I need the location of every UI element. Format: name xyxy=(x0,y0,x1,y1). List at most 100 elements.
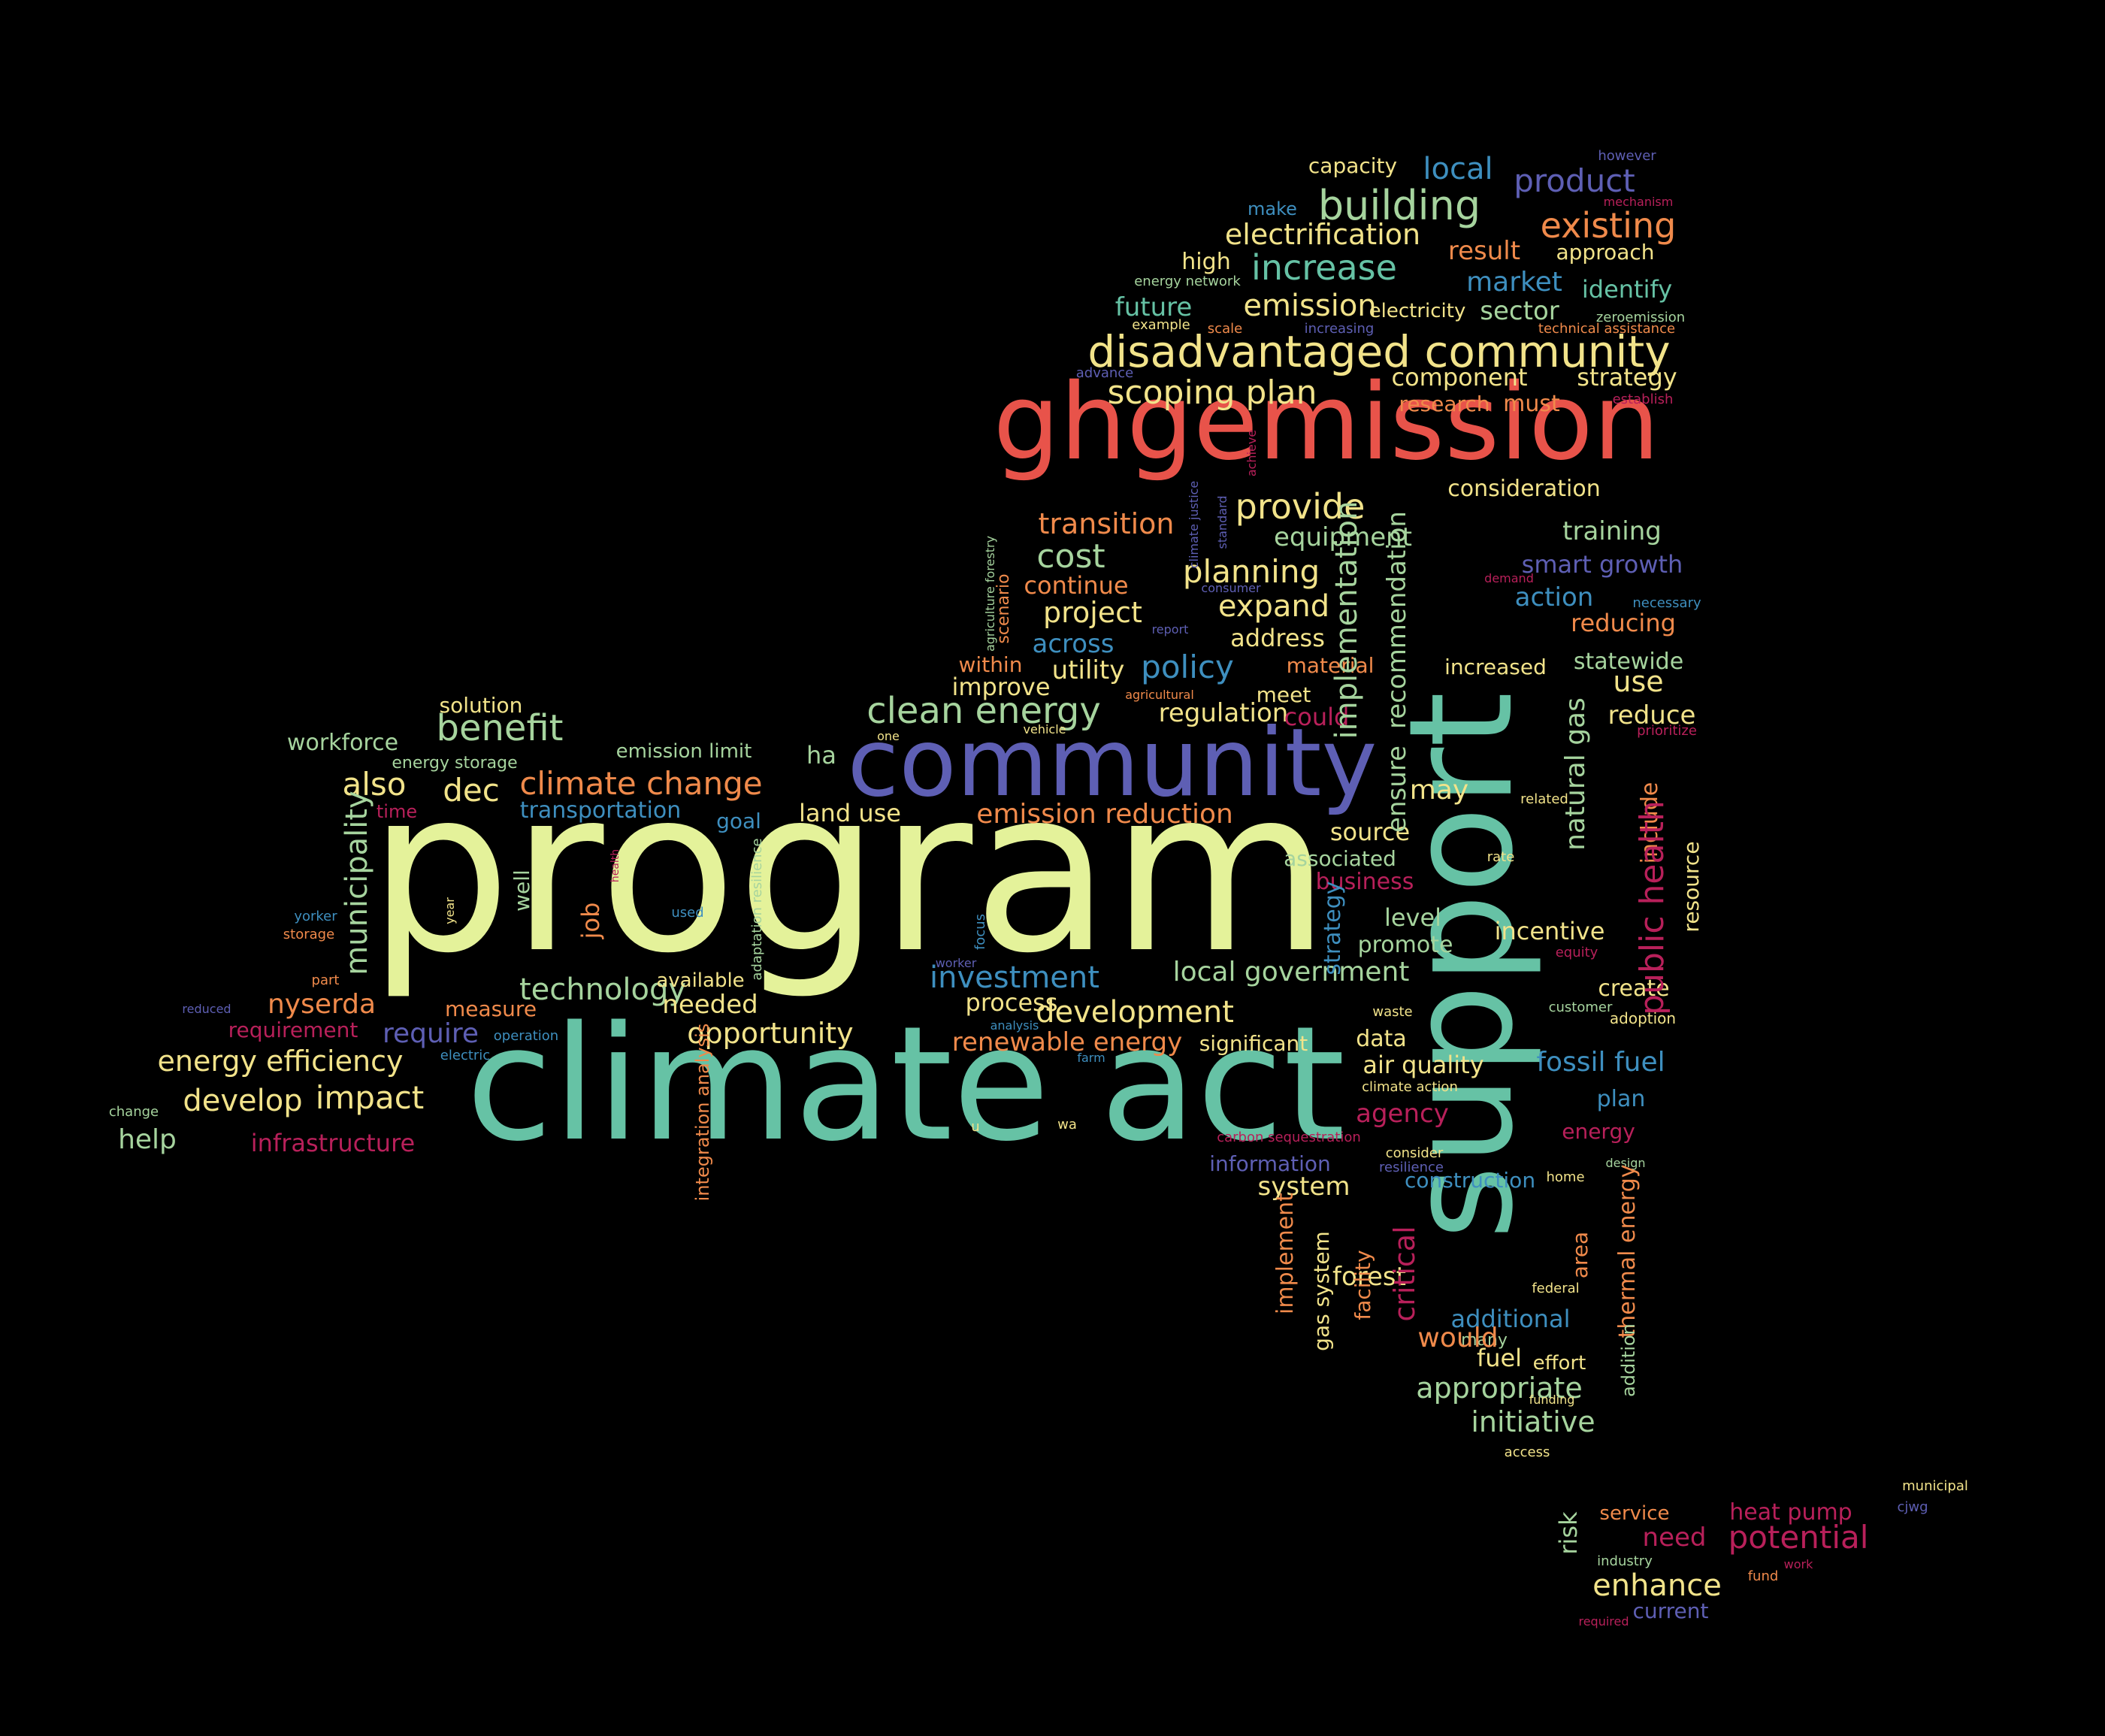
word-would: would xyxy=(1417,1323,1498,1353)
word-may: may xyxy=(1410,775,1468,806)
word-source: source xyxy=(1330,818,1410,846)
word-develop: develop xyxy=(183,1084,302,1118)
word-addition: addition xyxy=(1618,1323,1639,1397)
word-continue: continue xyxy=(1024,571,1128,600)
word-additional: additional xyxy=(1451,1305,1571,1333)
word-implementation: implementation xyxy=(1329,501,1364,739)
word-equipment: equipment xyxy=(1274,522,1412,552)
word-consumer: consumer xyxy=(1201,581,1261,595)
word-nyserda: nyserda xyxy=(268,989,376,1020)
word-advance: advance xyxy=(1076,365,1134,381)
word-consideration: consideration xyxy=(1447,476,1601,502)
word-energy-storage: energy storage xyxy=(392,754,517,773)
word-community: community xyxy=(848,709,1378,818)
word-agriculture-forestry: agriculture forestry xyxy=(983,536,997,652)
word-business: business xyxy=(1316,869,1414,895)
word-capacity: capacity xyxy=(1308,153,1397,178)
word-workforce: workforce xyxy=(287,730,398,756)
word-product: product xyxy=(1514,162,1635,199)
word-create: create xyxy=(1598,975,1669,1002)
word-construction: construction xyxy=(1405,1168,1535,1193)
word-part: part xyxy=(312,972,340,988)
word-within: within xyxy=(959,652,1023,677)
word-storage: storage xyxy=(283,927,334,942)
word-include: include xyxy=(1637,782,1663,864)
word-measure: measure xyxy=(445,997,537,1021)
word-transition: transition xyxy=(1038,507,1174,540)
word-municipal: municipal xyxy=(1902,1478,1968,1494)
word-meet: meet xyxy=(1257,682,1311,707)
word-focus: focus xyxy=(972,914,988,950)
word-operation: operation xyxy=(494,1028,558,1044)
word-benefit: benefit xyxy=(436,707,563,749)
word-energy-network: energy network xyxy=(1134,274,1241,289)
word-public-health: public health xyxy=(1633,800,1671,1015)
word-home: home xyxy=(1546,1169,1584,1185)
word-increasing: increasing xyxy=(1305,321,1375,337)
word-regulation: regulation xyxy=(1159,698,1289,728)
word-rate: rate xyxy=(1487,849,1515,865)
word-design: design xyxy=(1605,1156,1645,1170)
word-effort: effort xyxy=(1533,1352,1586,1375)
word-energy: energy xyxy=(1562,1119,1635,1144)
word-access: access xyxy=(1505,1444,1550,1460)
word-impact: impact xyxy=(316,1079,425,1116)
word-forest: forest xyxy=(1332,1262,1406,1292)
word-climate-act: climate act xyxy=(466,992,1345,1176)
word-support: support xyxy=(1378,691,1544,1239)
word-zeroemission: zeroemission xyxy=(1596,310,1685,325)
word-fuel: fuel xyxy=(1477,1344,1522,1372)
word-project: project xyxy=(1043,596,1142,629)
word-carbon-sequestration: carbon sequestration xyxy=(1217,1130,1361,1145)
word-technical-assistance: technical assistance xyxy=(1538,321,1675,337)
word-existing: existing xyxy=(1541,205,1677,246)
word-funding: funding xyxy=(1529,1393,1575,1407)
word-adoption: adoption xyxy=(1610,1009,1676,1027)
word-establish: establish xyxy=(1613,392,1674,407)
word-emission: emission xyxy=(1243,289,1376,323)
word-emission-limit: emission limit xyxy=(616,740,752,763)
word-investment: investment xyxy=(930,960,1099,995)
word-system: system xyxy=(1258,1172,1350,1202)
word-increase: increase xyxy=(1251,247,1397,288)
word-reduce: reduce xyxy=(1608,700,1696,730)
word-must: must xyxy=(1503,391,1560,417)
word-municipality: municipality xyxy=(340,791,374,975)
word-adaptation-resilience: adaptation resilience xyxy=(749,838,765,980)
word-integration-analysis: integration analysis xyxy=(692,1024,713,1202)
word-initiative: initiative xyxy=(1471,1405,1595,1438)
word-local: local xyxy=(1423,152,1493,186)
word-climate-justice: climate justice xyxy=(1187,481,1201,569)
word-incentive: incentive xyxy=(1495,917,1605,945)
word-available: available xyxy=(656,969,744,992)
word-customer: customer xyxy=(1549,1000,1613,1015)
word-information: information xyxy=(1209,1151,1331,1176)
word-service: service xyxy=(1599,1502,1669,1525)
word-make: make xyxy=(1248,198,1297,219)
word-air-quality: air quality xyxy=(1363,1051,1483,1079)
word-many: many xyxy=(1461,1331,1508,1350)
word-analysis: analysis xyxy=(990,1018,1039,1033)
word-infrastructure: infrastructure xyxy=(251,1129,415,1157)
word-gas-system: gas system xyxy=(1309,1231,1334,1351)
word-material: material xyxy=(1287,653,1375,678)
word-agency: agency xyxy=(1356,1099,1449,1129)
word-ha: ha xyxy=(806,741,836,770)
word-transportation: transportation xyxy=(520,797,681,824)
word-smart-growth: smart growth xyxy=(1522,550,1683,579)
word-solution: solution xyxy=(440,693,523,718)
word-risk: risk xyxy=(1554,1511,1583,1555)
word-scale: scale xyxy=(1208,321,1242,337)
word-across: across xyxy=(1033,629,1115,659)
word-energy-efficiency: energy efficiency xyxy=(158,1045,404,1078)
word-mechanism: mechanism xyxy=(1604,195,1674,209)
word-vehicle: vehicle xyxy=(1024,722,1066,736)
word-disadvantaged-community: disadvantaged community xyxy=(1087,326,1670,377)
word-worker: worker xyxy=(936,956,977,970)
word-utility: utility xyxy=(1052,655,1125,685)
word-goal: goal xyxy=(716,809,761,833)
word-standard: standard xyxy=(1215,496,1229,549)
word-area: area xyxy=(1568,1232,1592,1278)
word-fund: fund xyxy=(1748,1568,1779,1584)
word-recommendation: recommendation xyxy=(1382,511,1412,729)
